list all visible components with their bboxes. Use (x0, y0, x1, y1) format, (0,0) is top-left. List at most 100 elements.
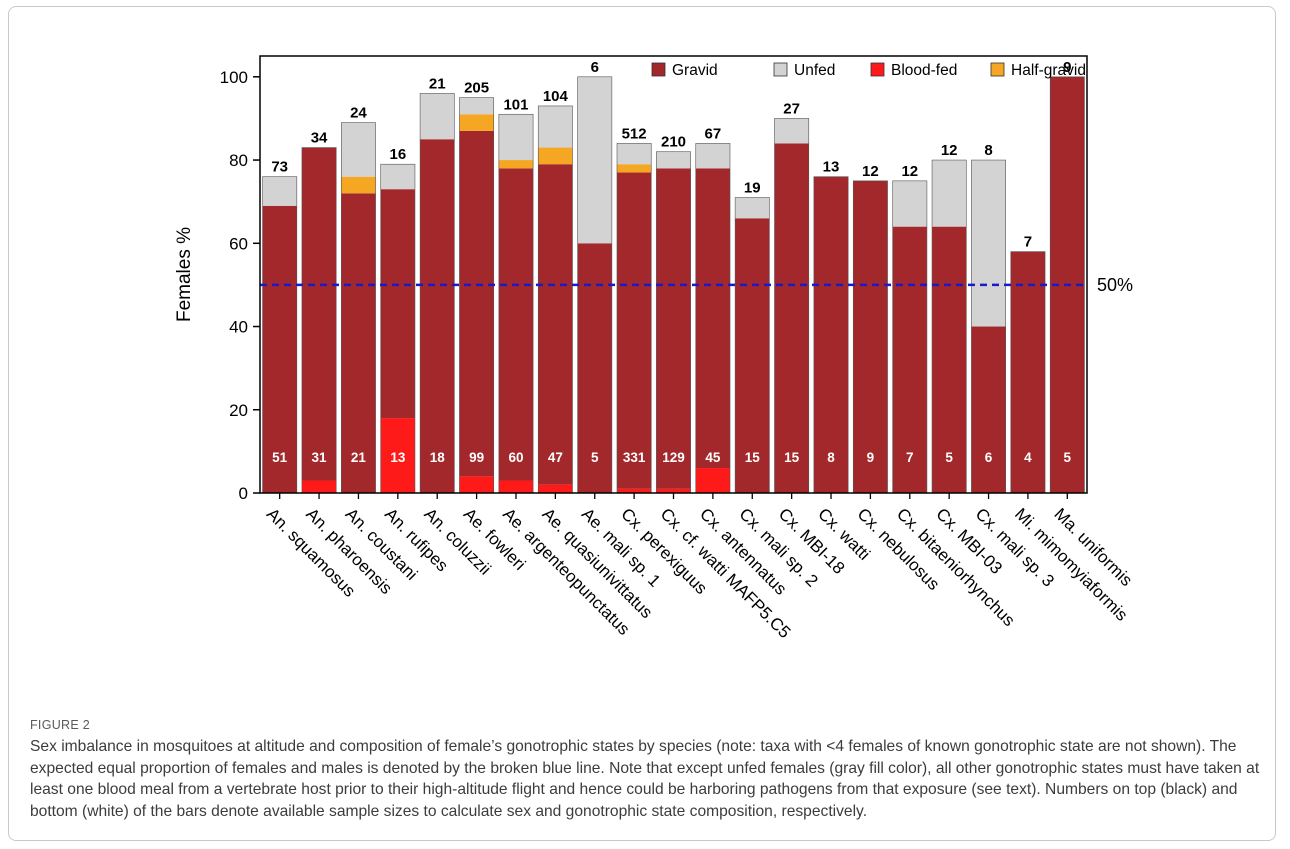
bar-segment-gravid (262, 205, 297, 494)
legend-label: Unfed (794, 62, 835, 79)
bar-top-label: 12 (862, 163, 879, 180)
bar-bottom-label: 13 (390, 450, 406, 465)
bar-segment-unfed (932, 160, 967, 227)
bar-segment-unfed (695, 143, 731, 169)
bar-bottom-label: 4 (1024, 450, 1032, 465)
plot-frame (259, 55, 1088, 494)
legend-label: Blood-fed (891, 62, 957, 79)
bar-bottom-label: 5 (1064, 450, 1072, 465)
bar-segment-gravid (813, 176, 849, 493)
bar-top-label: 24 (350, 105, 367, 122)
bar-bottom-label: 60 (508, 450, 523, 465)
bar-bottom-label: 331 (623, 450, 646, 465)
bar-segment-gravid (420, 139, 455, 493)
figure-label: FIGURE 2 (30, 718, 91, 732)
bar-top-label: 67 (705, 125, 722, 142)
bar-segment-gravid (932, 226, 967, 493)
bar-segment-blood-fed (380, 418, 415, 493)
bar-bottom-label: 7 (906, 450, 914, 465)
bar-segment-gravid (971, 326, 1006, 493)
bar-segment-gravid (735, 218, 770, 494)
bar-segment-gravid (656, 168, 691, 489)
legend-label: Gravid (672, 62, 718, 79)
bar-segment-half-gravid (341, 176, 376, 194)
bar-segment-blood-fed (695, 468, 731, 493)
bar-segment-unfed (774, 118, 809, 144)
y-tick-label: 40 (229, 318, 248, 337)
bar-bottom-label: 51 (272, 450, 288, 465)
bar-segment-gravid (577, 243, 612, 493)
y-axis-label: Females % (174, 227, 195, 322)
bar-segment-unfed (459, 97, 494, 115)
legend-swatch-blood-fed (870, 62, 885, 77)
bar-segment-blood-fed (498, 480, 534, 493)
bar-top-label: 512 (622, 125, 647, 142)
bar-bottom-label: 47 (548, 450, 563, 465)
bar-top-label: 9 (1063, 59, 1071, 76)
bar-segment-gravid (774, 143, 809, 493)
bar-segment-unfed (380, 164, 415, 190)
bar-segment-gravid (459, 130, 494, 477)
legend-swatch-unfed (773, 62, 788, 77)
bar-segment-unfed (892, 180, 927, 227)
bar-top-label: 210 (661, 134, 686, 151)
bar-segment-half-gravid (498, 160, 534, 169)
bar-segment-gravid (301, 147, 337, 481)
y-tick-label: 80 (229, 151, 248, 170)
bar-top-label: 12 (901, 163, 918, 180)
bar-top-label: 104 (543, 88, 569, 105)
bar-top-label: 6 (591, 59, 599, 76)
bar-segment-unfed (420, 93, 455, 140)
bar-segment-blood-fed (538, 484, 573, 493)
bar-segment-gravid (892, 226, 927, 493)
bar-segment-unfed (498, 114, 534, 161)
bar-segment-blood-fed (656, 488, 691, 493)
bar-segment-blood-fed (616, 488, 652, 493)
bar-segment-unfed (735, 197, 770, 219)
bar-segment-half-gravid (459, 114, 494, 131)
bar-bottom-label: 31 (312, 450, 328, 465)
bar-bottom-label: 99 (469, 450, 484, 465)
legend-label: Half-gravid (1011, 62, 1086, 79)
bar-bottom-label: 129 (662, 450, 685, 465)
bar-bottom-label: 15 (745, 450, 761, 465)
bar-top-label: 73 (271, 159, 288, 176)
bar-segment-blood-fed (459, 476, 494, 493)
bar-segment-half-gravid (538, 147, 573, 165)
bar-segment-gravid (1010, 251, 1046, 493)
bar-segment-gravid (695, 168, 731, 469)
bar-segment-gravid (538, 164, 573, 485)
bar-bottom-label: 6 (985, 450, 993, 465)
bar-segment-blood-fed (301, 480, 337, 493)
bar-segment-gravid (341, 193, 376, 494)
bar-segment-unfed (577, 76, 612, 244)
bar-segment-unfed (971, 160, 1006, 327)
bar-segment-unfed (656, 151, 691, 169)
bar-segment-unfed (538, 105, 573, 148)
bar-top-label: 19 (744, 180, 761, 197)
bar-segment-gravid (616, 172, 652, 489)
bar-segment-unfed (262, 176, 297, 206)
bar-segment-gravid (853, 180, 888, 493)
bar-bottom-label: 21 (351, 450, 367, 465)
legend-swatch-gravid (651, 62, 666, 77)
y-tick-label: 20 (229, 401, 248, 420)
bar-top-label: 13 (823, 159, 840, 176)
bar-bottom-label: 45 (705, 450, 721, 465)
legend-swatch-half-gravid (990, 62, 1005, 77)
bar-top-label: 205 (464, 80, 489, 97)
bar-top-label: 8 (984, 142, 992, 159)
bar-top-label: 101 (503, 96, 528, 113)
bar-top-label: 34 (311, 130, 328, 147)
bar-bottom-label: 18 (430, 450, 446, 465)
y-tick-label: 0 (239, 484, 248, 503)
bar-top-label: 16 (389, 146, 406, 163)
bar-bottom-label: 8 (827, 450, 835, 465)
figure-caption: Sex imbalance in mosquitoes at altitude … (30, 738, 1260, 820)
bar-top-label: 21 (429, 75, 446, 92)
bar-bottom-label: 9 (867, 450, 875, 465)
bar-segment-gravid (380, 189, 415, 419)
reference-line-label: 50% (1097, 275, 1133, 295)
